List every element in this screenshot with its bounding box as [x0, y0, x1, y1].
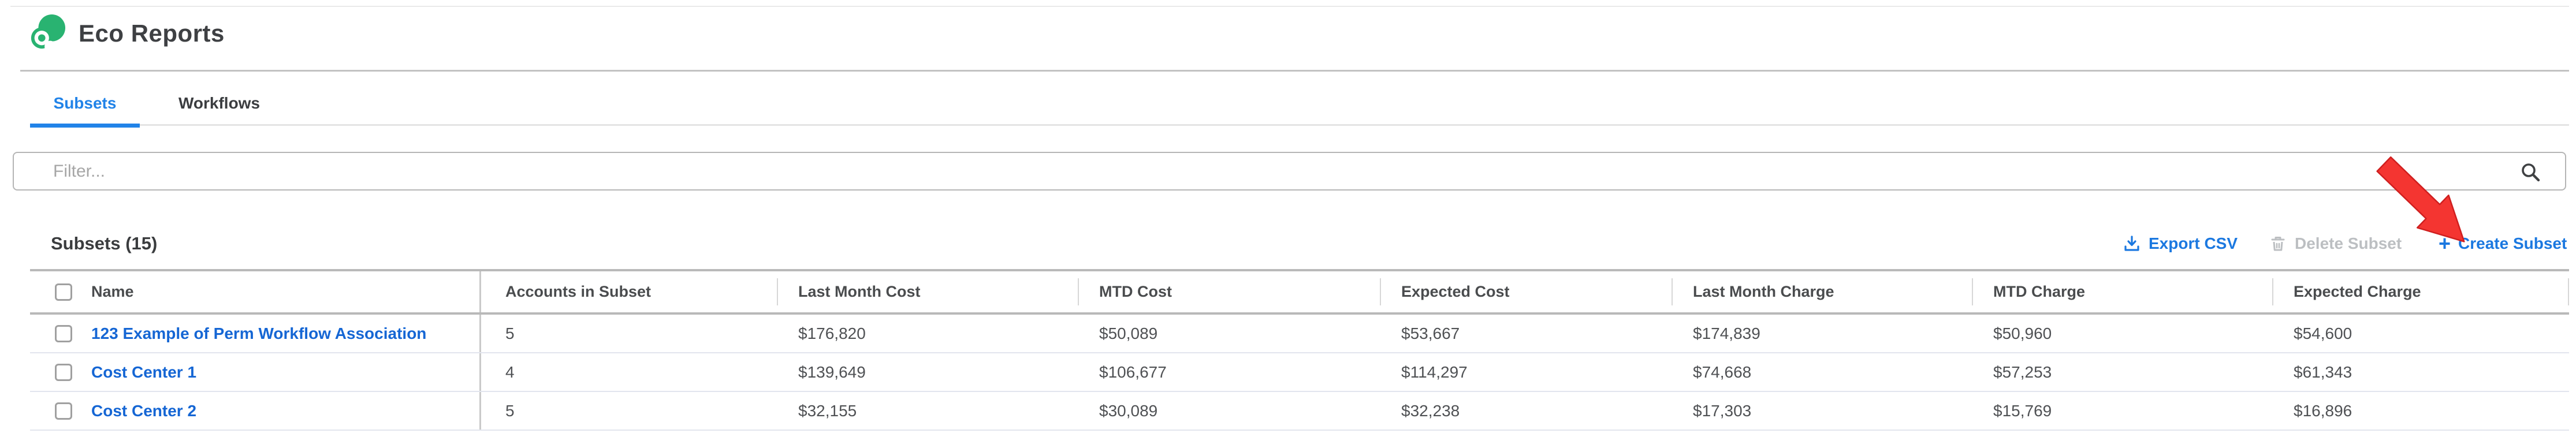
delete-subset-label: Delete Subset — [2295, 234, 2402, 252]
row-last-month-cost-cell: $32,155 — [798, 401, 857, 420]
header-cell-mtd-cost: MTD Cost — [1078, 271, 1380, 312]
header-cell-accounts: Accounts in Subset — [505, 283, 652, 300]
row-accounts-cell: 5 — [505, 401, 515, 420]
row-expected-charge-cell: $61,343 — [2294, 363, 2352, 381]
header-cell-mtd-charge: MTD Charge — [1972, 271, 2273, 312]
active-tab-indicator — [30, 124, 140, 128]
row-name-cell: Cost Center 1 — [30, 353, 481, 391]
plus-icon: + — [2439, 232, 2451, 255]
table-row: Cost Center 2 5 $32,155 $30,089 $32,238 … — [30, 392, 2569, 431]
eco-logo-icon — [29, 14, 66, 53]
row-last-month-charge-cell: $74,668 — [1693, 363, 1752, 381]
tab-bar-underline — [30, 124, 2569, 126]
subset-name-link[interactable]: 123 Example of Perm Workflow Association — [91, 324, 427, 342]
download-icon — [2124, 236, 2139, 251]
row-name-cell: 123 Example of Perm Workflow Association — [30, 315, 481, 352]
row-checkbox[interactable] — [55, 324, 72, 342]
select-all-checkbox[interactable] — [55, 283, 72, 301]
trash-icon — [2271, 237, 2285, 251]
subset-name-link[interactable]: Cost Center 2 — [91, 401, 197, 420]
subsets-table: Name Accounts in Subset Last Month Cost … — [30, 269, 2569, 431]
filter-container — [13, 152, 2566, 191]
page-title: Eco Reports — [79, 20, 225, 47]
header-name-label: Name — [91, 283, 134, 300]
top-border-line — [10, 6, 2569, 7]
header-cell-expected-cost: Expected Cost — [1380, 271, 1672, 312]
header-cell-expected-charge: Expected Charge — [2272, 271, 2569, 312]
row-expected-charge-cell: $54,600 — [2294, 324, 2352, 342]
app-header: Eco Reports — [28, 14, 225, 53]
header-cell-last-month-cost: Last Month Cost — [777, 271, 1078, 312]
export-csv-button[interactable]: Export CSV — [2123, 234, 2238, 253]
create-subset-button[interactable]: + Create Subset — [2439, 232, 2567, 255]
header-divider — [20, 70, 2569, 72]
create-subset-label: Create Subset — [2458, 234, 2567, 252]
tab-subsets-label: Subsets — [53, 94, 117, 112]
row-expected-cost-cell: $53,667 — [1401, 324, 1460, 342]
tab-workflows[interactable]: Workflows — [166, 81, 273, 126]
subset-name-link[interactable]: Cost Center 1 — [91, 363, 197, 381]
row-checkbox[interactable] — [55, 402, 72, 420]
row-accounts-cell: 4 — [505, 363, 515, 381]
row-last-month-cost-cell: $139,649 — [798, 363, 866, 381]
row-last-month-cost-cell: $176,820 — [798, 324, 866, 342]
row-expected-charge-cell: $16,896 — [2294, 401, 2352, 420]
row-checkbox[interactable] — [55, 363, 72, 381]
row-mtd-cost-cell: $106,677 — [1099, 363, 1167, 381]
export-csv-label: Export CSV — [2149, 234, 2238, 252]
tab-workflows-label: Workflows — [178, 94, 260, 112]
tab-subsets[interactable]: Subsets — [30, 81, 140, 128]
row-expected-cost-cell: $114,297 — [1401, 363, 1468, 381]
delete-subset-button[interactable]: Delete Subset — [2269, 234, 2402, 253]
row-last-month-charge-cell: $17,303 — [1693, 401, 1752, 420]
tab-bar: Subsets Workflows — [30, 81, 2569, 128]
row-mtd-charge-cell: $50,960 — [1993, 324, 2052, 342]
row-last-month-charge-cell: $174,839 — [1693, 324, 1760, 342]
table-row: 123 Example of Perm Workflow Association… — [30, 315, 2569, 353]
header-cell-last-month-charge: Last Month Charge — [1672, 271, 1972, 312]
row-accounts-cell: 5 — [505, 324, 515, 342]
table-row: Cost Center 1 4 $139,649 $106,677 $114,2… — [30, 353, 2569, 392]
table-header-row: Name Accounts in Subset Last Month Cost … — [30, 269, 2569, 315]
search-icon[interactable] — [2520, 162, 2541, 182]
row-expected-cost-cell: $32,238 — [1401, 401, 1460, 420]
row-mtd-cost-cell: $30,089 — [1099, 401, 1158, 420]
filter-input[interactable] — [14, 153, 2565, 189]
row-mtd-charge-cell: $57,253 — [1993, 363, 2052, 381]
header-cell-name: Name — [30, 271, 481, 312]
row-mtd-cost-cell: $50,089 — [1099, 324, 1158, 342]
row-name-cell: Cost Center 2 — [30, 392, 481, 430]
row-mtd-charge-cell: $15,769 — [1993, 401, 2052, 420]
subsets-count-heading: Subsets (15) — [51, 233, 158, 253]
